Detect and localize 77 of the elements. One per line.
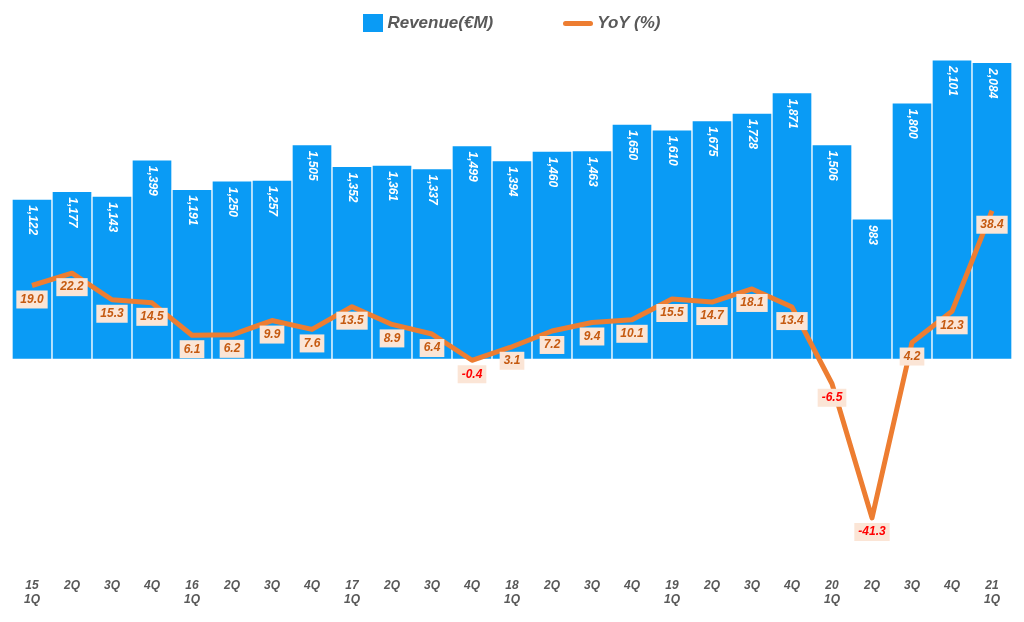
data-label: 14.5 [140, 309, 164, 324]
x-tick-label: 19 1Q [663, 577, 681, 607]
x-tick-label: 15 1Q [23, 577, 41, 607]
x-tick-label: 2Q [222, 577, 241, 592]
data-label: 1,361 [385, 171, 400, 202]
data-label: 19.0 [20, 291, 44, 306]
data-label: 1,394 [505, 166, 520, 197]
data-label: 7.2 [543, 337, 561, 352]
data-label: 9.9 [263, 326, 281, 341]
x-tick-label: 4Q [942, 577, 961, 592]
x-tick-label: 3Q [423, 577, 441, 592]
data-label: 10.1 [620, 326, 644, 341]
data-label: 2,101 [945, 64, 960, 97]
x-tick-label: 2Q [542, 577, 561, 592]
data-label: 13.4 [780, 313, 804, 328]
x-tick-label: 3Q [903, 577, 921, 592]
x-tick-label: 18 1Q [503, 577, 521, 607]
data-label: 15.5 [660, 305, 684, 320]
x-tick-label: 17 1Q [343, 577, 361, 607]
data-label: -0.4 [461, 366, 483, 381]
x-tick-label: 4Q [782, 577, 801, 592]
data-label: 1,191 [185, 195, 200, 226]
data-label: 1,505 [305, 150, 320, 182]
data-label: 22.2 [59, 279, 84, 294]
data-label: 3.1 [503, 353, 521, 368]
data-label: 1,250 [225, 186, 240, 218]
x-tick-label: 2Q [62, 577, 81, 592]
x-tick-label: 4Q [622, 577, 641, 592]
data-label: -41.3 [858, 524, 886, 539]
x-tick-label: 3Q [743, 577, 761, 592]
data-label: 1,610 [665, 135, 680, 167]
data-label: 14.7 [700, 308, 725, 323]
x-tick-label: 21 1Q [983, 577, 1001, 607]
x-tick-label: 3Q [583, 577, 601, 592]
data-label: 6.2 [223, 341, 241, 356]
data-label: 1,143 [105, 202, 120, 233]
data-label: 1,352 [345, 172, 360, 203]
data-label: 1,871 [785, 98, 800, 129]
data-label: 1,122 [25, 205, 40, 236]
data-label: 15.3 [100, 306, 124, 321]
data-label: 13.5 [340, 313, 364, 327]
x-tick-label: 16 1Q [183, 577, 201, 607]
data-label: 8.9 [383, 330, 401, 345]
x-tick-label: 4Q [462, 577, 481, 592]
legend-label: YoY (%) [597, 13, 661, 33]
data-label: 1,177 [65, 197, 80, 229]
x-tick-label: 20 1Q [823, 577, 841, 607]
x-tick-label: 2Q [702, 577, 721, 592]
data-label: 1,650 [625, 130, 640, 161]
data-label: 6.1 [183, 341, 201, 356]
data-label: 1,460 [545, 157, 560, 188]
data-label: 18.1 [740, 295, 764, 310]
x-tick-label: 4Q [142, 577, 161, 592]
x-tick-label: 3Q [263, 577, 281, 592]
x-tick-label: 2Q [862, 577, 881, 592]
data-label: 1,728 [745, 118, 760, 150]
data-label: -6.5 [821, 390, 843, 405]
data-label: 12.3 [940, 317, 964, 332]
data-label: 1,800 [905, 108, 920, 140]
x-tick-label: 2Q [382, 577, 401, 592]
data-label: 1,337 [425, 174, 440, 206]
data-label: 6.4 [423, 340, 441, 355]
data-label: 38.4 [980, 217, 1004, 232]
data-label: 983 [865, 224, 880, 246]
x-tick-label: 3Q [103, 577, 121, 592]
data-label: 1,399 [145, 165, 160, 197]
data-label: 1,499 [465, 151, 480, 182]
legend-label: Revenue(€M) [387, 13, 494, 33]
data-label: 1,257 [265, 185, 280, 218]
data-label: 9.4 [583, 328, 601, 343]
x-tick-label: 4Q [302, 577, 321, 592]
data-label: 1,675 [705, 126, 720, 157]
data-label: 1,506 [825, 150, 840, 181]
data-label: 1,463 [585, 156, 600, 188]
data-label: 7.6 [303, 335, 321, 350]
data-label: 4.2 [902, 348, 921, 363]
data-label: 2,084 [985, 67, 1000, 99]
